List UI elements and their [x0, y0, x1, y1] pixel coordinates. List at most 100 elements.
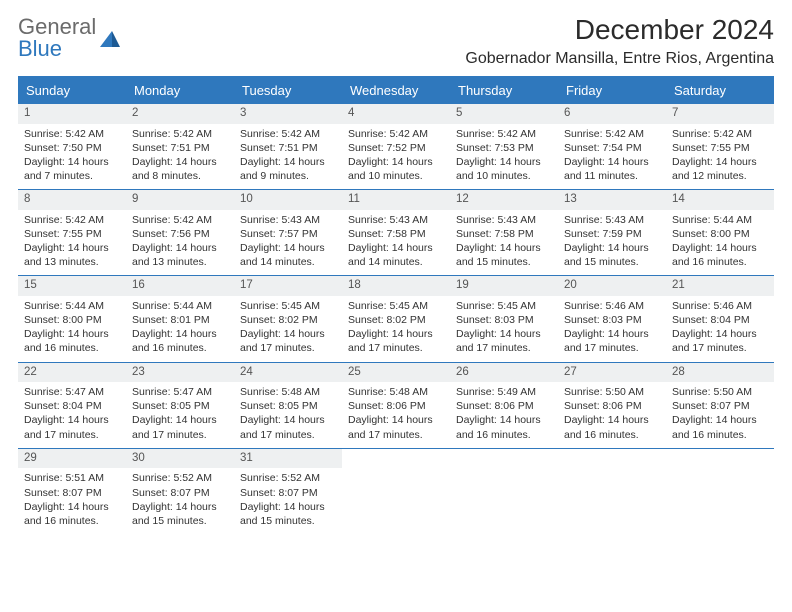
day-number: 31 — [234, 449, 342, 469]
daylight-line: Daylight: 14 hours and 17 minutes. — [456, 327, 552, 355]
calendar-cell: 6 Sunrise: 5:42 AMSunset: 7:54 PMDaylight… — [558, 103, 666, 189]
daylight-line: Daylight: 14 hours and 11 minutes. — [564, 155, 660, 183]
sunset-line: Sunset: 8:02 PM — [240, 313, 336, 327]
day-number: 7 — [666, 104, 774, 124]
day-number: 21 — [666, 276, 774, 296]
day-header: Friday — [558, 78, 666, 103]
sunrise-line: Sunrise: 5:42 AM — [24, 127, 120, 141]
sunrise-line: Sunrise: 5:45 AM — [456, 299, 552, 313]
calendar-cell: 25Sunrise: 5:48 AMSunset: 8:06 PMDayligh… — [342, 362, 450, 448]
day-number: 15 — [18, 276, 126, 296]
sunset-line: Sunset: 7:51 PM — [132, 141, 228, 155]
calendar-cell: 22Sunrise: 5:47 AMSunset: 8:04 PMDayligh… — [18, 362, 126, 448]
sunrise-line: Sunrise: 5:42 AM — [348, 127, 444, 141]
sunrise-line: Sunrise: 5:42 AM — [456, 127, 552, 141]
daylight-line: Daylight: 14 hours and 16 minutes. — [672, 241, 768, 269]
sunset-line: Sunset: 8:00 PM — [672, 227, 768, 241]
day-number: 23 — [126, 363, 234, 383]
daylight-line: Daylight: 14 hours and 15 minutes. — [564, 241, 660, 269]
sunset-line: Sunset: 7:59 PM — [564, 227, 660, 241]
sunset-line: Sunset: 7:54 PM — [564, 141, 660, 155]
sunrise-line: Sunrise: 5:52 AM — [132, 471, 228, 485]
sunrise-line: Sunrise: 5:51 AM — [24, 471, 120, 485]
daylight-line: Daylight: 14 hours and 17 minutes. — [348, 327, 444, 355]
daylight-line: Daylight: 14 hours and 13 minutes. — [132, 241, 228, 269]
sunset-line: Sunset: 8:04 PM — [24, 399, 120, 413]
day-number: 8 — [18, 190, 126, 210]
calendar-cell: 11Sunrise: 5:43 AMSunset: 7:58 PMDayligh… — [342, 189, 450, 275]
day-header: Thursday — [450, 78, 558, 103]
daylight-line: Daylight: 14 hours and 16 minutes. — [132, 327, 228, 355]
day-header: Wednesday — [342, 78, 450, 103]
calendar-cell: 30 Sunrise: 5:52 AMSunset: 8:07 PMDayligh… — [126, 448, 234, 534]
calendar-cell: 24Sunrise: 5:48 AMSunset: 8:05 PMDayligh… — [234, 362, 342, 448]
day-number: 17 — [234, 276, 342, 296]
sunset-line: Sunset: 7:58 PM — [456, 227, 552, 241]
day-number: 2 — [126, 104, 234, 124]
calendar-cell: 19Sunrise: 5:45 AMSunset: 8:03 PMDayligh… — [450, 275, 558, 361]
sunrise-line: Sunrise: 5:42 AM — [564, 127, 660, 141]
sunset-line: Sunset: 7:56 PM — [132, 227, 228, 241]
sunrise-line: Sunrise: 5:44 AM — [672, 213, 768, 227]
sunrise-line: Sunrise: 5:43 AM — [348, 213, 444, 227]
daylight-line: Daylight: 14 hours and 15 minutes. — [240, 500, 336, 528]
day-number: 30 — [126, 449, 234, 469]
day-number: 22 — [18, 363, 126, 383]
calendar-cell — [342, 448, 450, 534]
sunrise-line: Sunrise: 5:46 AM — [672, 299, 768, 313]
sunset-line: Sunset: 7:50 PM — [24, 141, 120, 155]
daylight-line: Daylight: 14 hours and 15 minutes. — [132, 500, 228, 528]
day-number: 6 — [558, 104, 666, 124]
calendar-cell: 31Sunrise: 5:52 AMSunset: 8:07 PMDayligh… — [234, 448, 342, 534]
month-title: December 2024 — [465, 14, 774, 46]
calendar-cell: 8Sunrise: 5:42 AMSunset: 7:55 PMDaylight… — [18, 189, 126, 275]
day-number: 4 — [342, 104, 450, 124]
sunset-line: Sunset: 7:57 PM — [240, 227, 336, 241]
daylight-line: Daylight: 14 hours and 17 minutes. — [240, 327, 336, 355]
day-number: 10 — [234, 190, 342, 210]
sunrise-line: Sunrise: 5:43 AM — [456, 213, 552, 227]
daylight-line: Daylight: 14 hours and 17 minutes. — [348, 413, 444, 441]
day-number: 16 — [126, 276, 234, 296]
day-header: Tuesday — [234, 78, 342, 103]
calendar-cell: 14Sunrise: 5:44 AMSunset: 8:00 PMDayligh… — [666, 189, 774, 275]
day-number: 11 — [342, 190, 450, 210]
logo-word2: Blue — [18, 36, 62, 61]
sunset-line: Sunset: 8:07 PM — [132, 486, 228, 500]
sunset-line: Sunset: 7:51 PM — [240, 141, 336, 155]
sunrise-line: Sunrise: 5:42 AM — [240, 127, 336, 141]
sunset-line: Sunset: 8:07 PM — [240, 486, 336, 500]
sunrise-line: Sunrise: 5:42 AM — [24, 213, 120, 227]
sunset-line: Sunset: 8:05 PM — [132, 399, 228, 413]
sunrise-line: Sunrise: 5:42 AM — [132, 213, 228, 227]
daylight-line: Daylight: 14 hours and 16 minutes. — [672, 413, 768, 441]
calendar-cell: 18Sunrise: 5:45 AMSunset: 8:02 PMDayligh… — [342, 275, 450, 361]
daylight-line: Daylight: 14 hours and 16 minutes. — [564, 413, 660, 441]
calendar-cell: 27Sunrise: 5:50 AMSunset: 8:06 PMDayligh… — [558, 362, 666, 448]
sunset-line: Sunset: 8:06 PM — [456, 399, 552, 413]
calendar-cell — [666, 448, 774, 534]
daylight-line: Daylight: 14 hours and 7 minutes. — [24, 155, 120, 183]
calendar-cell — [558, 448, 666, 534]
day-number: 13 — [558, 190, 666, 210]
calendar-cell: 26Sunrise: 5:49 AMSunset: 8:06 PMDayligh… — [450, 362, 558, 448]
calendar-cell: 20Sunrise: 5:46 AMSunset: 8:03 PMDayligh… — [558, 275, 666, 361]
calendar-cell: 3Sunrise: 5:42 AMSunset: 7:51 PMDaylight… — [234, 103, 342, 189]
day-number: 18 — [342, 276, 450, 296]
location-text: Gobernador Mansilla, Entre Rios, Argenti… — [465, 50, 774, 68]
sunrise-line: Sunrise: 5:50 AM — [564, 385, 660, 399]
daylight-line: Daylight: 14 hours and 17 minutes. — [132, 413, 228, 441]
sunset-line: Sunset: 8:01 PM — [132, 313, 228, 327]
daylight-line: Daylight: 14 hours and 10 minutes. — [348, 155, 444, 183]
sunrise-line: Sunrise: 5:42 AM — [672, 127, 768, 141]
sunrise-line: Sunrise: 5:44 AM — [24, 299, 120, 313]
sunrise-line: Sunrise: 5:42 AM — [132, 127, 228, 141]
day-number: 29 — [18, 449, 126, 469]
calendar-cell: 12Sunrise: 5:43 AMSunset: 7:58 PMDayligh… — [450, 189, 558, 275]
calendar-cell: 4Sunrise: 5:42 AMSunset: 7:52 PMDaylight… — [342, 103, 450, 189]
daylight-line: Daylight: 14 hours and 10 minutes. — [456, 155, 552, 183]
day-number: 26 — [450, 363, 558, 383]
sunrise-line: Sunrise: 5:46 AM — [564, 299, 660, 313]
daylight-line: Daylight: 14 hours and 15 minutes. — [456, 241, 552, 269]
calendar-cell: 15Sunrise: 5:44 AMSunset: 8:00 PMDayligh… — [18, 275, 126, 361]
